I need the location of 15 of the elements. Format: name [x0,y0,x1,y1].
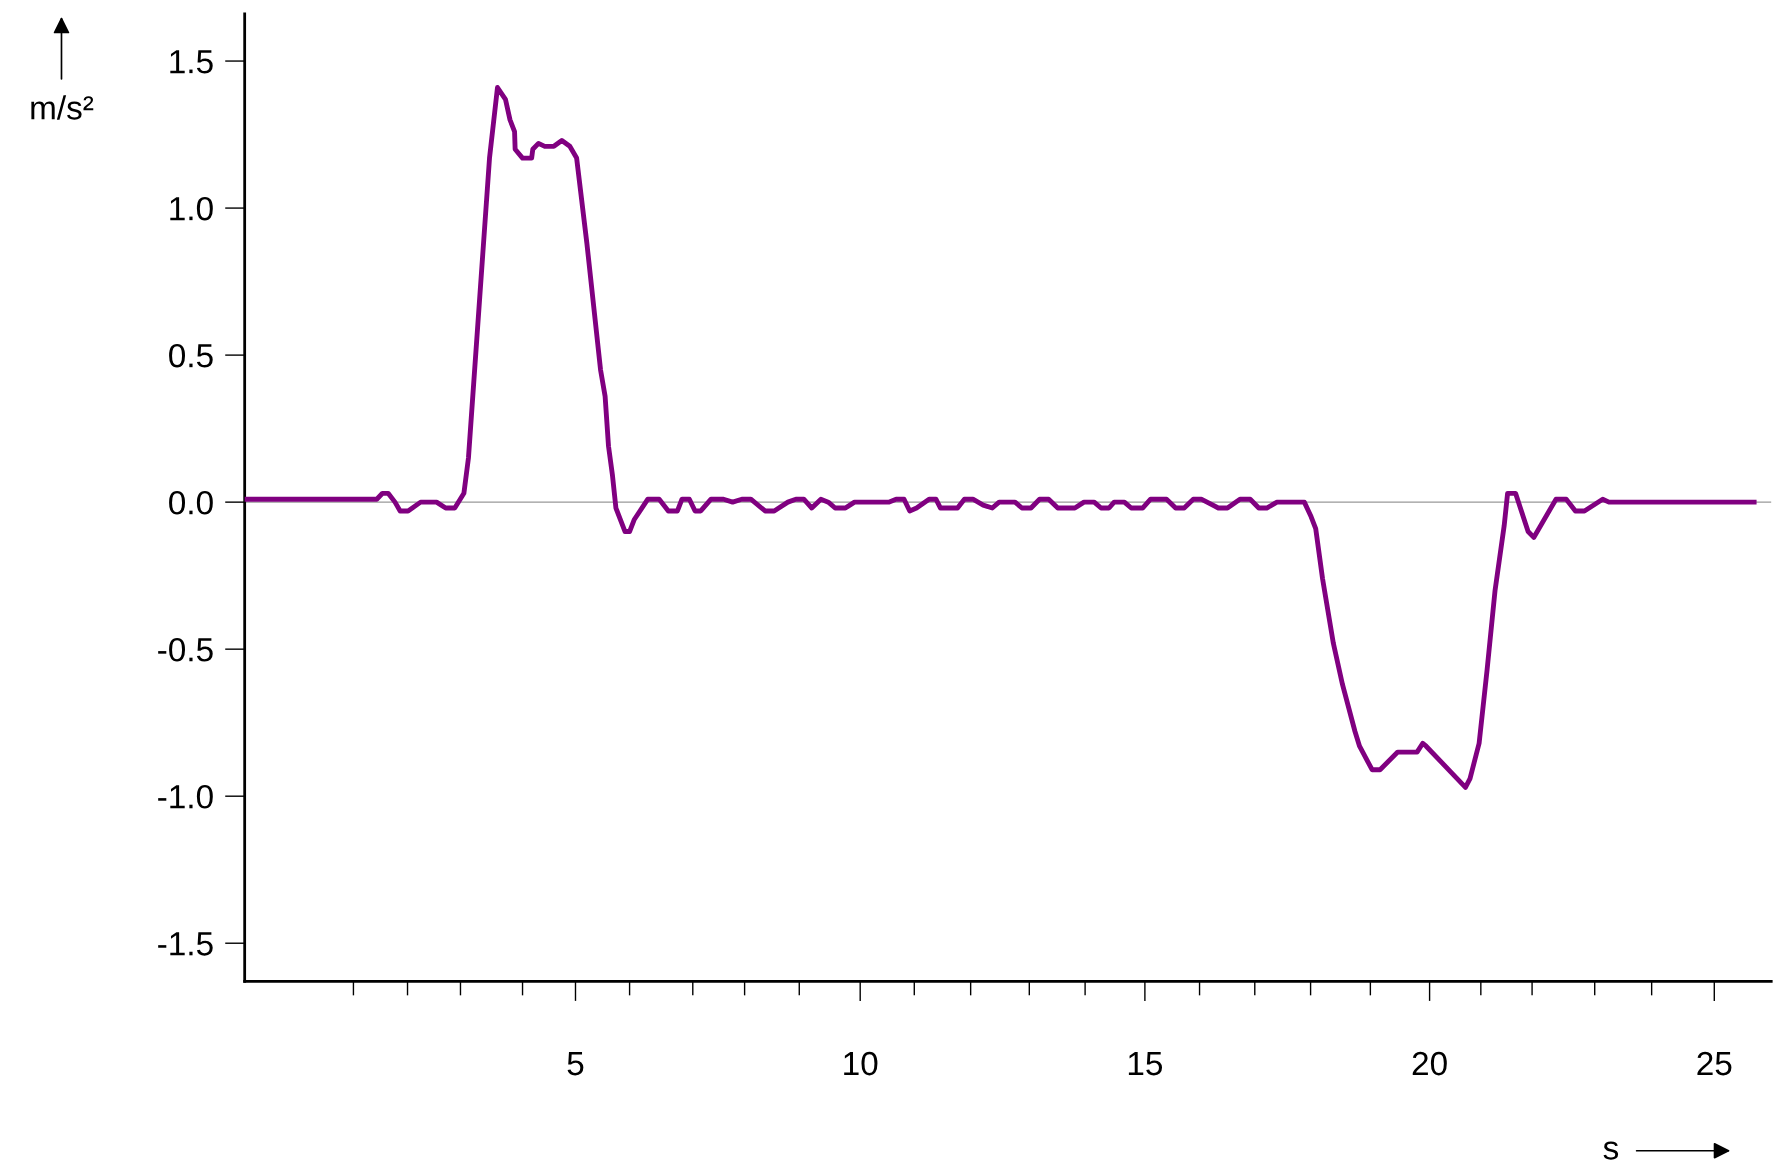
y-tick-label: -1.0 [158,784,213,809]
x-tick-label: 20 [1412,1051,1447,1076]
x-tick-label: 15 [1128,1052,1163,1076]
y-tick-label: 0.0 [169,490,213,515]
line-series [244,85,1757,790]
y-tick-label: 1.0 [170,196,213,221]
y-tick-label: -0.5 [158,637,213,662]
x-tick-label: 25 [1697,1051,1732,1076]
x-axis-title: s [1603,1141,1619,1160]
y-axis-title: m/s² [31,95,94,120]
y-tick-label: 1.5 [170,50,213,74]
y-tick-label: 0.5 [169,343,213,368]
x-tick-label: 5 [567,1052,584,1076]
y-tick-label: -1.5 [158,932,213,956]
x-tick-label: 10 [844,1051,878,1076]
